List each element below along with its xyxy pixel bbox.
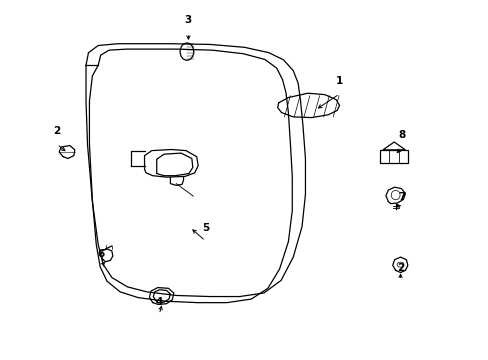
Text: 2: 2: [53, 126, 61, 136]
Text: 2: 2: [396, 262, 404, 273]
Text: 3: 3: [184, 15, 192, 25]
Text: 6: 6: [97, 249, 104, 259]
Text: 1: 1: [335, 76, 343, 86]
Text: 5: 5: [202, 223, 209, 233]
Text: 4: 4: [155, 297, 163, 307]
Text: 8: 8: [397, 130, 404, 140]
Text: 7: 7: [397, 192, 405, 202]
